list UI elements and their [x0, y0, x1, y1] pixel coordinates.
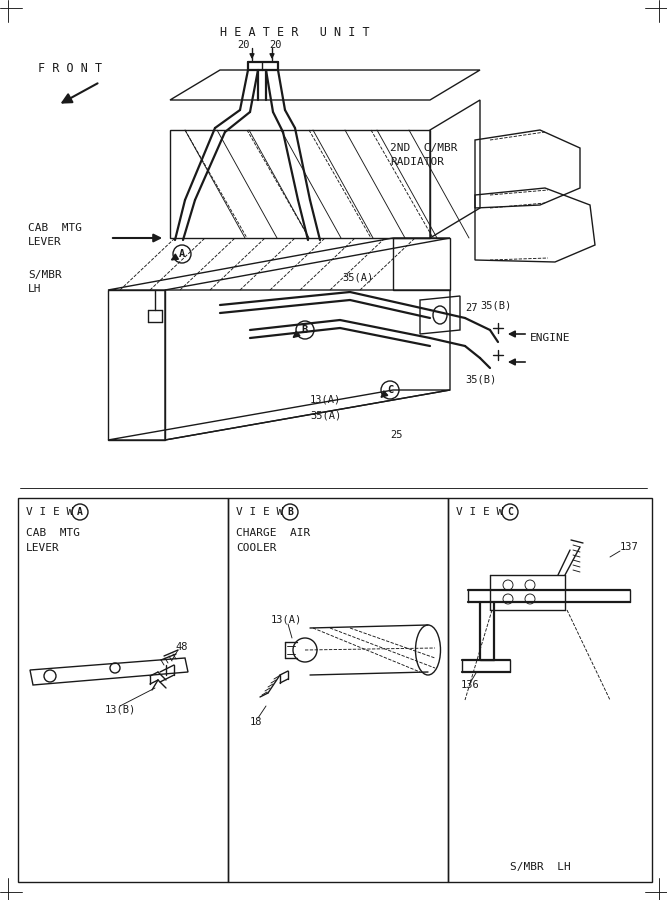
Text: V I E W: V I E W [456, 507, 503, 517]
Text: B: B [287, 507, 293, 517]
Text: 18: 18 [249, 717, 262, 727]
Text: 25: 25 [390, 430, 402, 440]
Text: A: A [179, 249, 185, 259]
Text: S/MBR  LH: S/MBR LH [510, 862, 570, 872]
Text: CAB  MTG: CAB MTG [28, 223, 82, 233]
Text: C: C [387, 385, 393, 395]
Text: A: A [77, 507, 83, 517]
Text: 2ND  C/MBR: 2ND C/MBR [390, 143, 458, 153]
Text: 27: 27 [465, 303, 478, 313]
Text: 20: 20 [269, 40, 281, 50]
Bar [18, 498, 228, 882]
Text: CAB  MTG: CAB MTG [26, 528, 80, 538]
Text: RADIATOR: RADIATOR [390, 157, 444, 167]
Text: V I E W: V I E W [26, 507, 73, 517]
Text: H E A T E R   U N I T: H E A T E R U N I T [220, 25, 370, 39]
Text: 35(A): 35(A) [342, 273, 374, 283]
Text: C: C [507, 507, 513, 517]
Text: CHARGE  AIR: CHARGE AIR [236, 528, 310, 538]
Text: B: B [302, 325, 308, 335]
Text: 13(A): 13(A) [270, 615, 301, 625]
Text: LEVER: LEVER [26, 543, 60, 553]
Text: ENGINE: ENGINE [530, 333, 570, 343]
Text: LEVER: LEVER [28, 237, 62, 247]
Text: V I E W: V I E W [236, 507, 283, 517]
Text: 20: 20 [237, 40, 249, 50]
Bar [228, 498, 448, 882]
Text: 13(A): 13(A) [310, 395, 342, 405]
Text: 48: 48 [175, 642, 187, 652]
Text: S/MBR: S/MBR [28, 270, 62, 280]
Text: 35(A): 35(A) [310, 411, 342, 421]
Text: F R O N T: F R O N T [38, 61, 102, 75]
Text: 35(B): 35(B) [465, 375, 496, 385]
Text: 13(B): 13(B) [104, 705, 135, 715]
Text: LH: LH [28, 284, 41, 294]
Text: 137: 137 [620, 542, 639, 552]
Text: 35(B): 35(B) [480, 300, 511, 310]
Text: 136: 136 [461, 680, 480, 690]
Text: COOLER: COOLER [236, 543, 277, 553]
Bar [448, 498, 652, 882]
